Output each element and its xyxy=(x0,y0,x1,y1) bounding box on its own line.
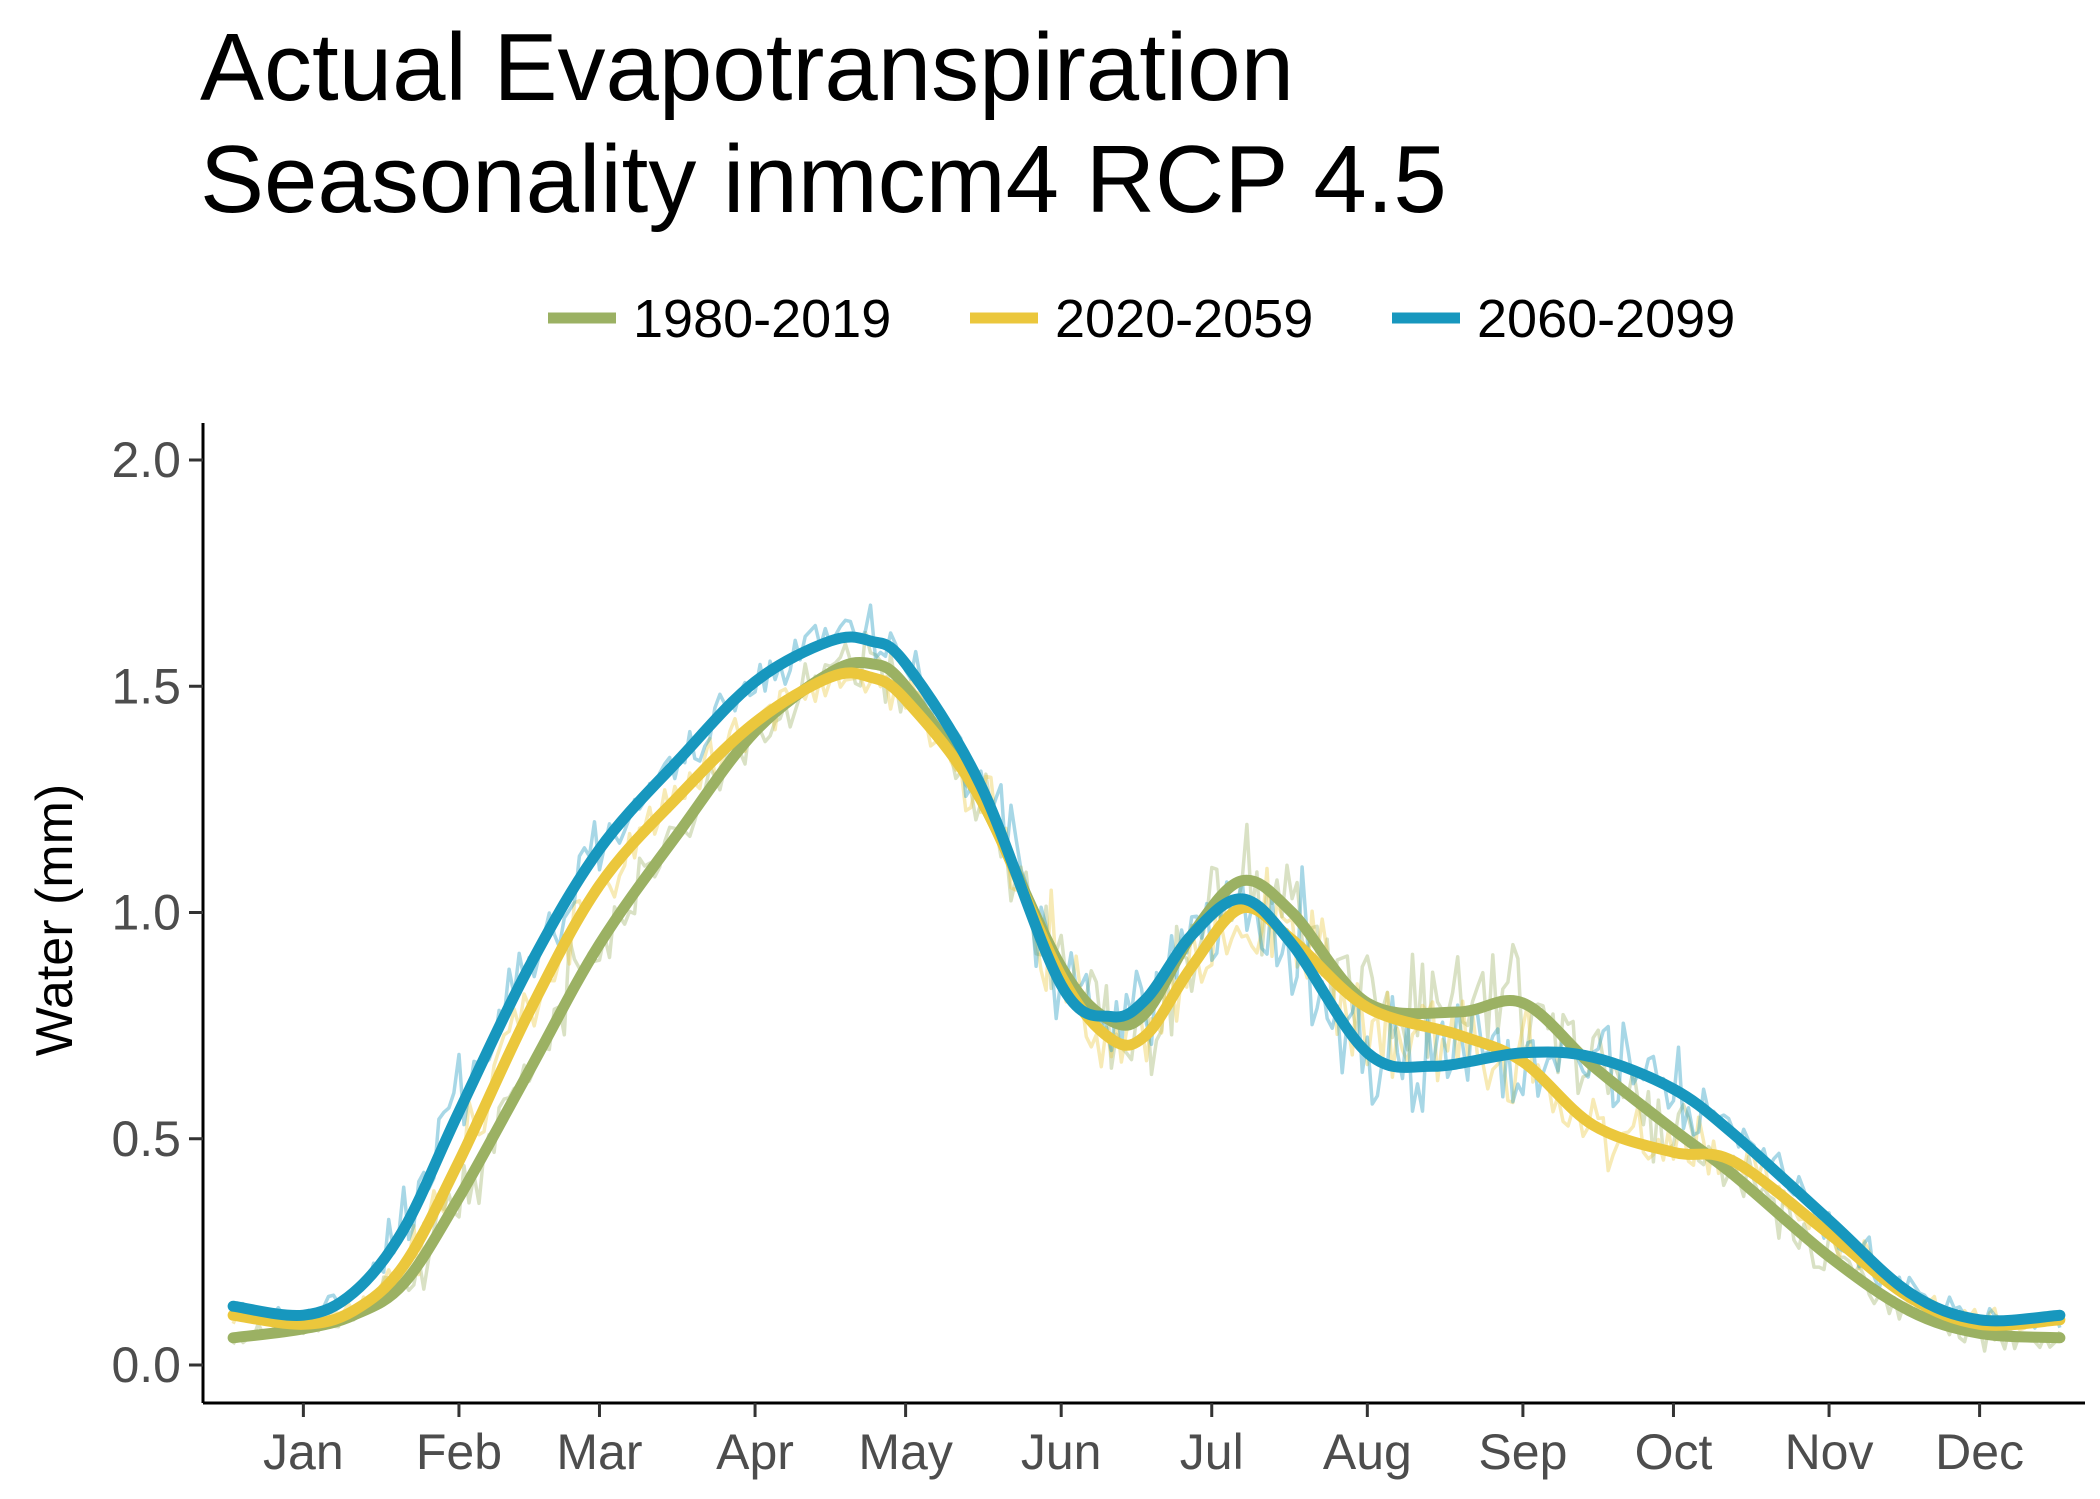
x-tick-label: Sep xyxy=(1478,1424,1567,1480)
y-tick-label: 0.5 xyxy=(111,1111,181,1167)
x-axis-ticks: Jan Feb Mar Apr May Jun Jul Aug Sep Oct Nov Dec xyxy=(263,1403,2024,1480)
chart-title-line1: Actual Evapotranspiration xyxy=(200,14,1294,121)
x-tick-label: Dec xyxy=(1935,1424,2024,1480)
x-tick-label: Jul xyxy=(1180,1424,1244,1480)
chart-title-line2: Seasonality inmcm4 RCP 4.5 xyxy=(200,126,1447,233)
y-tick-label: 1.0 xyxy=(111,885,181,941)
y-tick-label: 1.5 xyxy=(111,658,181,714)
y-axis-ticks: 0.0 0.5 1.0 1.5 2.0 xyxy=(111,432,203,1393)
y-axis-title: Water (mm) xyxy=(26,784,84,1056)
y-tick-label: 0.0 xyxy=(111,1337,181,1393)
x-tick-label: Mar xyxy=(556,1424,642,1480)
legend-label: 2020-2059 xyxy=(1055,289,1313,349)
x-tick-label: Jun xyxy=(1021,1424,1102,1480)
x-tick-label: Apr xyxy=(716,1424,794,1480)
x-tick-label: Jan xyxy=(263,1424,344,1480)
x-tick-label: Nov xyxy=(1785,1424,1874,1480)
legend: 1980-2019 2020-2059 2060-2099 xyxy=(548,289,1735,349)
raw-series-layer xyxy=(231,603,2062,1353)
x-tick-label: Aug xyxy=(1323,1424,1412,1480)
series-line xyxy=(227,657,2066,1344)
x-tick-label: May xyxy=(858,1424,952,1480)
x-tick-label: Feb xyxy=(416,1424,502,1480)
x-tick-label: Oct xyxy=(1635,1424,1713,1480)
series-line xyxy=(227,667,2066,1331)
legend-label: 2060-2099 xyxy=(1477,289,1735,349)
legend-label: 1980-2019 xyxy=(633,289,891,349)
series-line xyxy=(227,631,2066,1327)
y-tick-label: 2.0 xyxy=(111,432,181,488)
raw-series-line xyxy=(231,665,2062,1335)
smooth-series-layer xyxy=(227,631,2066,1344)
